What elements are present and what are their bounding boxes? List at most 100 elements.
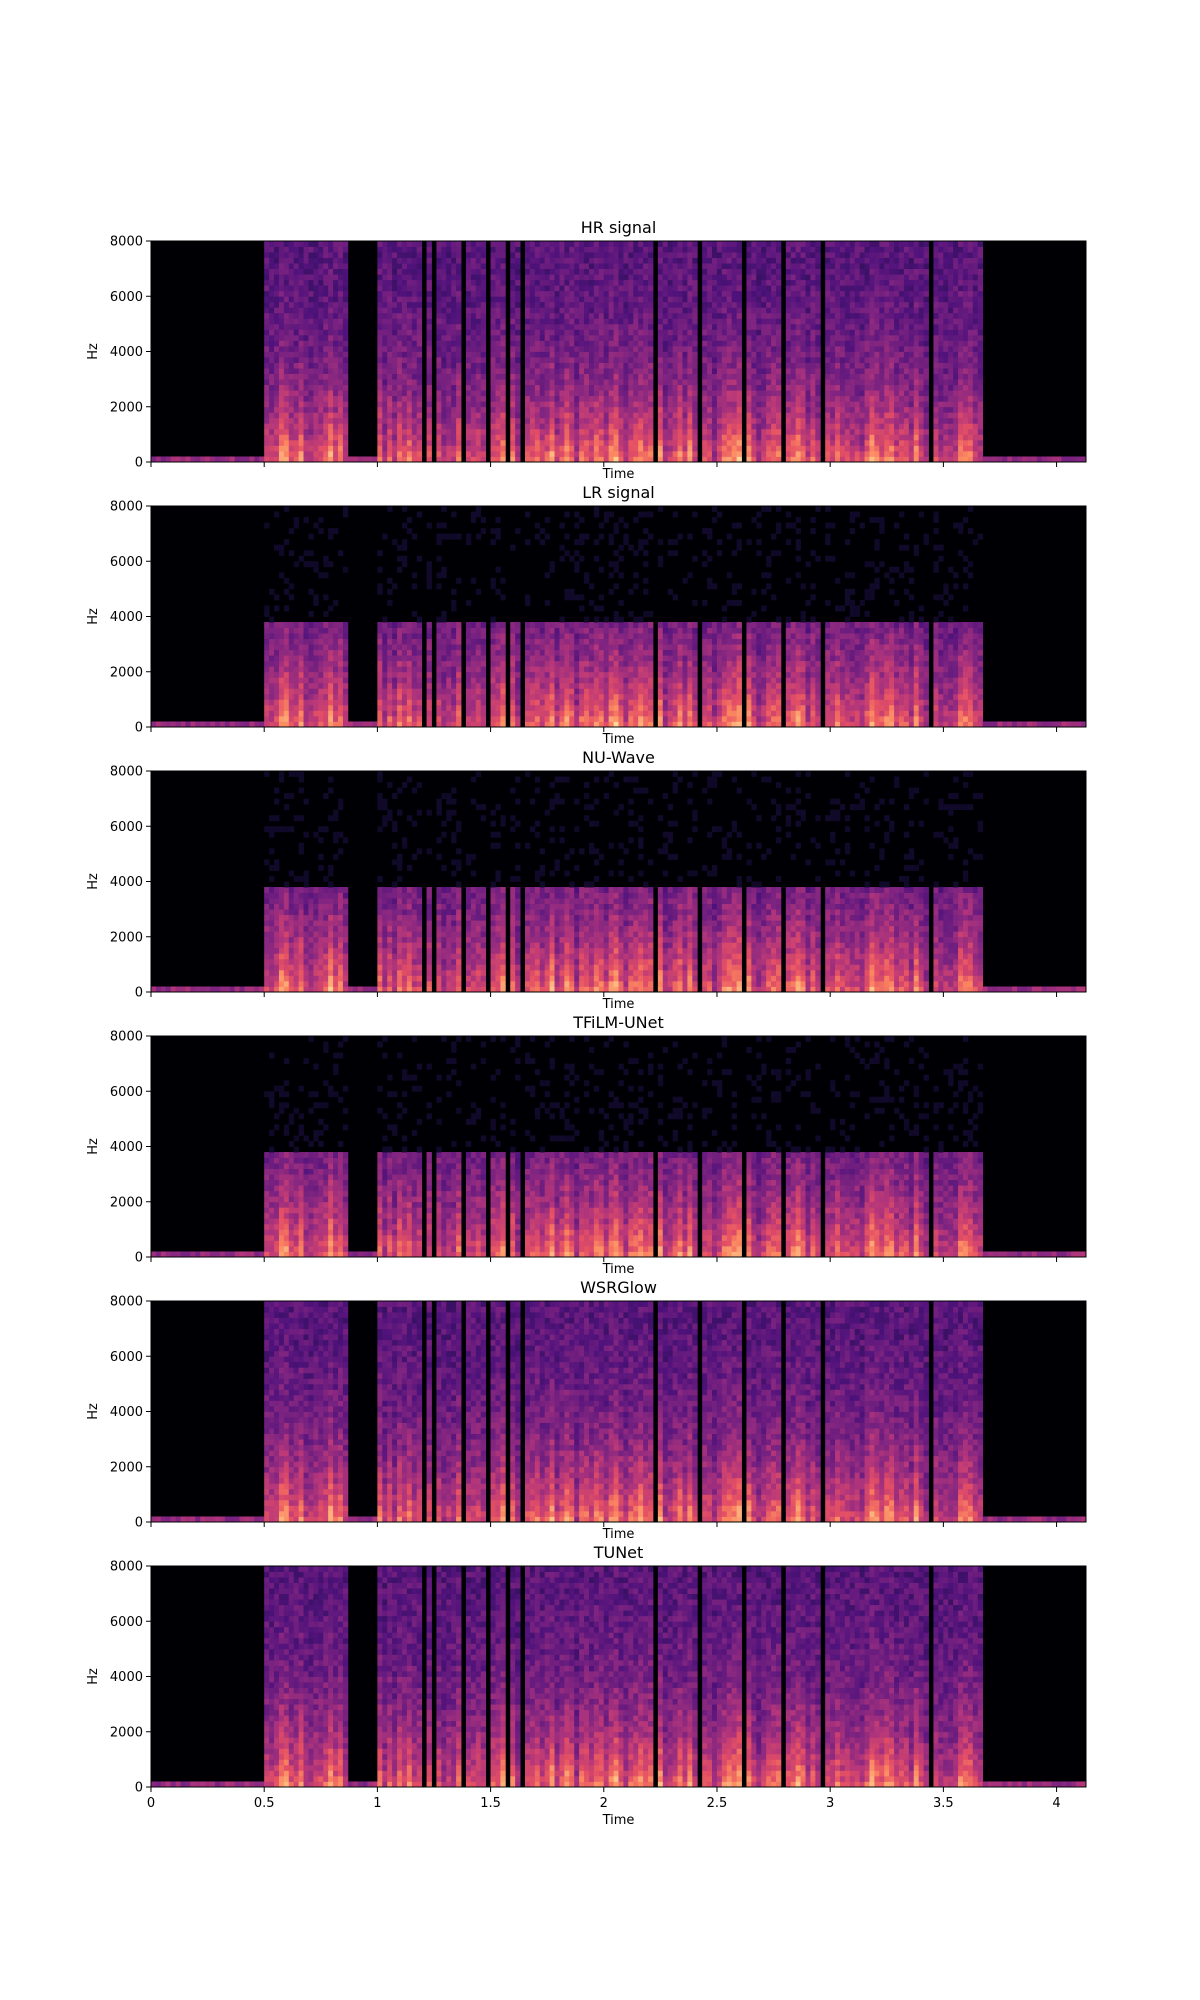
spectrogram-cell <box>539 417 546 424</box>
spectrogram-cell <box>775 334 782 341</box>
spectrogram-cell <box>958 384 964 391</box>
spectrogram-cell <box>839 428 846 435</box>
spectrogram-cell <box>682 351 688 358</box>
spectrogram-cell <box>490 445 496 452</box>
spectrogram-cell <box>544 345 550 352</box>
spectrogram-cell <box>303 268 309 275</box>
spectrogram-cell <box>303 445 309 452</box>
spectrogram-cell <box>436 268 442 275</box>
spectrogram-cell <box>712 450 718 457</box>
spectrogram-cell <box>338 456 344 463</box>
spectrogram-cell <box>864 279 870 286</box>
spectrogram-cell <box>849 456 856 463</box>
spectrogram-cell <box>648 274 654 281</box>
spectrogram-cell <box>382 252 388 258</box>
spectrogram-cell <box>766 329 772 336</box>
spectrogram-cell <box>500 373 506 380</box>
spectrogram-cell <box>480 334 487 341</box>
spectrogram-cell <box>894 456 900 463</box>
spectrogram-cell <box>874 434 880 441</box>
spectrogram-cell <box>761 246 767 253</box>
spectrogram-cell <box>682 406 688 413</box>
spectrogram-cell <box>869 296 875 303</box>
spectrogram-cell <box>933 307 939 314</box>
spectrogram-cell <box>643 274 649 281</box>
spectrogram-cell <box>672 450 678 457</box>
spectrogram-cell <box>800 417 806 424</box>
spectrogram-cell <box>544 450 550 457</box>
spectrogram-cell <box>894 423 900 430</box>
spectrogram-cell <box>953 395 959 402</box>
spectrogram-cell <box>544 274 550 281</box>
spectrogram-cell <box>338 450 344 457</box>
spectrogram-cell <box>899 434 905 441</box>
spectrogram-cell <box>308 285 314 292</box>
spectrogram-cell <box>648 329 654 336</box>
spectrogram-cell <box>377 285 383 292</box>
spectrogram-cell <box>830 290 836 297</box>
spectrogram-cell <box>278 384 285 391</box>
spectrogram-cell <box>864 329 870 336</box>
spectrogram-cell <box>608 252 614 258</box>
spectrogram-cell <box>382 329 388 336</box>
spectrogram-cell <box>318 390 324 397</box>
spectrogram-cell <box>859 318 865 325</box>
spectrogram-cell <box>613 423 619 430</box>
spectrogram-cell <box>534 456 541 463</box>
spectrogram-cell <box>633 307 639 314</box>
spectrogram-cell <box>874 428 880 435</box>
spectrogram-cell <box>500 257 506 264</box>
spectrogram-cell <box>682 268 688 275</box>
spectrogram-cell <box>751 434 757 441</box>
spectrogram-cell <box>342 274 349 281</box>
spectrogram-cell <box>588 357 595 363</box>
spectrogram-cell <box>726 434 733 441</box>
spectrogram-cell <box>864 428 870 435</box>
spectrogram-cell <box>465 434 472 441</box>
spectrogram-cell <box>948 401 954 408</box>
spectrogram-cell <box>328 323 334 330</box>
spectrogram-cell <box>465 246 472 253</box>
spectrogram-cell <box>756 417 762 424</box>
spectrogram-cell <box>387 417 393 424</box>
spectrogram-cell <box>835 301 841 308</box>
spectrogram-cell <box>269 318 275 325</box>
spectrogram-cell <box>603 252 610 258</box>
spectrogram-cell <box>549 456 555 463</box>
spectrogram-cell <box>298 412 304 419</box>
spectrogram-cell <box>293 390 300 397</box>
spectrogram-cell <box>677 390 683 397</box>
spectrogram-cell <box>899 318 905 325</box>
spectrogram-cell <box>766 301 772 308</box>
spectrogram-cell <box>839 274 846 281</box>
spectrogram-cell <box>387 362 393 369</box>
spectrogram-cell <box>736 390 742 397</box>
spectrogram-cell <box>839 379 846 386</box>
spectrogram-cell <box>401 395 408 402</box>
spectrogram-cell <box>825 263 831 270</box>
spectrogram-cell <box>500 362 506 369</box>
spectrogram-cell <box>579 252 585 258</box>
spectrogram-cell <box>588 362 595 369</box>
spectrogram-cell <box>269 246 275 253</box>
spectrogram-cell <box>844 384 851 391</box>
spectrogram-cell <box>441 423 447 430</box>
spectrogram-cell <box>426 417 432 424</box>
spectrogram-cell <box>795 257 801 264</box>
spectrogram-cell <box>643 406 649 413</box>
spectrogram-cell <box>598 390 605 397</box>
spectrogram-cell <box>298 290 304 297</box>
spectrogram-cell <box>766 368 772 374</box>
spectrogram-cell <box>702 423 708 430</box>
spectrogram-cell <box>510 307 516 314</box>
spectrogram-cell <box>638 423 644 430</box>
spectrogram-cell <box>662 395 669 402</box>
spectrogram-cell <box>318 445 324 452</box>
spectrogram-cell <box>854 417 861 424</box>
spectrogram-cell <box>839 401 846 408</box>
spectrogram-cell <box>948 252 954 258</box>
spectrogram-cell <box>397 334 403 341</box>
spectrogram-cell <box>470 412 477 419</box>
spectrogram-cell <box>761 285 767 292</box>
spectrogram-cell <box>933 379 939 386</box>
